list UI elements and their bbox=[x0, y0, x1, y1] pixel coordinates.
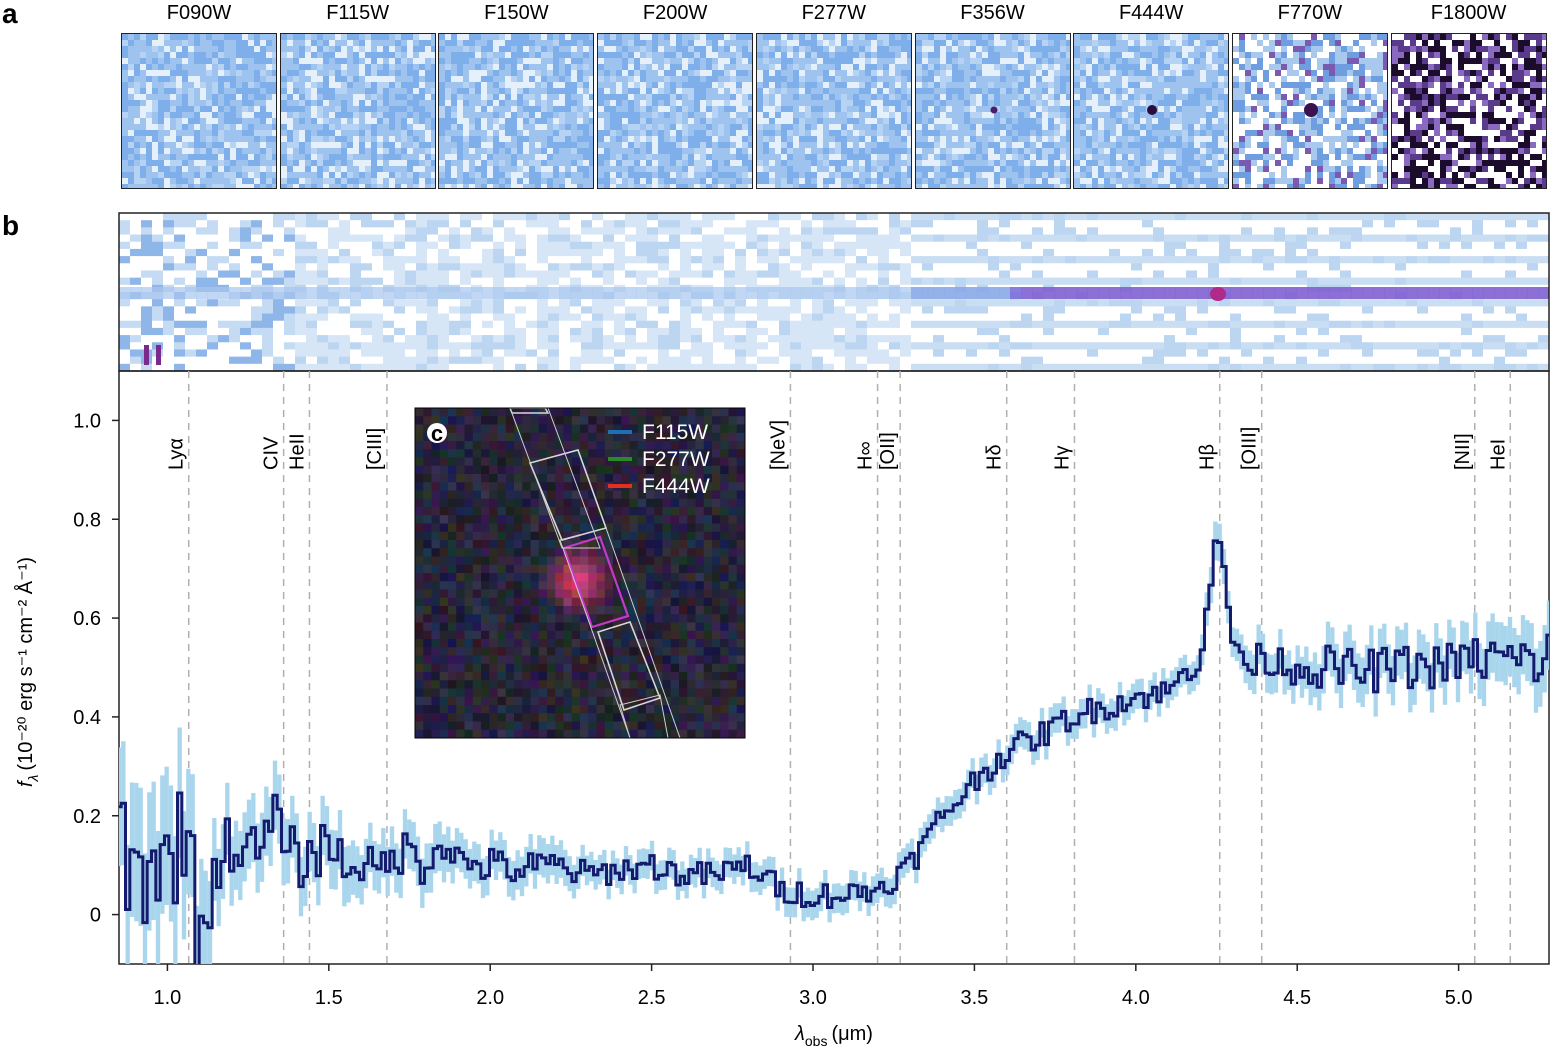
emission-line-label: Hβ bbox=[1197, 444, 1219, 470]
y-axis-label-unit: (10⁻²⁰ erg s⁻¹ cm⁻² Å⁻¹) bbox=[14, 557, 37, 771]
emission-line-label: [OII] bbox=[877, 432, 899, 470]
filter-label-f770w: F770W bbox=[1277, 2, 1343, 24]
filter-label-f444w: F444W bbox=[1118, 2, 1184, 24]
emission-line-label: [OIII] bbox=[1239, 427, 1261, 470]
emission-line-label: HeII bbox=[286, 433, 308, 470]
error-band-segment bbox=[207, 881, 213, 964]
x-tick-label: 1.0 bbox=[154, 987, 182, 1009]
thumbnail-f115w bbox=[279, 33, 436, 189]
y-axis-label-symbol: f bbox=[15, 779, 37, 787]
x-tick-label: 5.0 bbox=[1445, 987, 1473, 1009]
panel-c-letter-badge bbox=[427, 423, 447, 443]
emission-line-label: [CIII] bbox=[364, 428, 386, 470]
emission-line-label: Hγ bbox=[1051, 446, 1073, 470]
y-tick-label: 0.4 bbox=[73, 707, 101, 729]
thumbnail-f356w bbox=[914, 33, 1071, 189]
filter-label-f090w: F090W bbox=[166, 2, 232, 24]
thumbnail-f1800w bbox=[1390, 33, 1547, 189]
thumbnail-f150w bbox=[438, 33, 595, 189]
y-tick-label: 0.6 bbox=[73, 608, 101, 630]
error-band-segment bbox=[199, 858, 204, 964]
error-band-segment bbox=[173, 836, 178, 964]
emission-line-label: HeI bbox=[1487, 439, 1509, 470]
x-tick-label: 4.0 bbox=[1122, 987, 1150, 1009]
x-tick-label: 2.0 bbox=[476, 987, 504, 1009]
emission-line-label: [NII] bbox=[1452, 433, 1474, 470]
emission-line-label: Lyα bbox=[166, 438, 188, 470]
y-tick-label: 0 bbox=[90, 905, 101, 927]
y-tick-label: 0.2 bbox=[73, 806, 101, 828]
emission-line-label: [NeV] bbox=[767, 420, 789, 470]
filter-label-f115w: F115W bbox=[326, 2, 390, 24]
filter-label-f1800w: F1800W bbox=[1430, 2, 1507, 24]
x-tick-label: 3.0 bbox=[799, 987, 827, 1009]
emission-line-label: Hδ bbox=[984, 444, 1006, 470]
thumbnail-f770w bbox=[1231, 33, 1388, 189]
thumbnail-f444w bbox=[1073, 33, 1230, 189]
error-band-segment bbox=[125, 844, 130, 964]
one-d-spectrum-panel: Lyα CIV HeII [CIII] [NeV] H∞ [OII] Hδ Hγ Hβ [OIII]… bbox=[14, 370, 1550, 1049]
emission-line-label: H∞ bbox=[855, 441, 877, 470]
nirspec-slit-shutters bbox=[509, 408, 681, 738]
x-tick-label: 2.5 bbox=[638, 987, 666, 1009]
x-tick-label: 3.5 bbox=[961, 987, 989, 1009]
filter-label-f356w: F356W bbox=[960, 2, 1025, 24]
x-axis-label-symbol: λ bbox=[794, 1023, 805, 1045]
thumbnail-f277w bbox=[755, 33, 912, 189]
legend-label: F277W bbox=[642, 448, 710, 471]
filter-label-f150w: F150W bbox=[484, 2, 549, 24]
panel-b-letter: b bbox=[2, 210, 20, 241]
y-tick-label: 0.8 bbox=[73, 509, 101, 531]
emission-line-label: CIV bbox=[261, 436, 283, 470]
x-tick-label: 4.5 bbox=[1283, 987, 1311, 1009]
panel-a-letter: a bbox=[2, 0, 18, 29]
x-axis-label-unit: (μm) bbox=[831, 1023, 873, 1045]
error-band-segment bbox=[155, 830, 161, 964]
inset-legend: F115W F277W F444W bbox=[608, 421, 710, 498]
x-axis-label: λobs (μm) bbox=[794, 1023, 873, 1049]
y-axis-label: fλ (10⁻²⁰ erg s⁻¹ cm⁻² Å⁻¹) bbox=[14, 557, 41, 787]
spectrum-series-line bbox=[119, 539, 1549, 964]
thumbnail-f090w bbox=[121, 33, 277, 189]
error-band-segment bbox=[142, 853, 148, 964]
y-tick-label: 1.0 bbox=[73, 410, 101, 432]
error-band-segment bbox=[203, 870, 208, 964]
error-band-segment bbox=[194, 905, 200, 964]
panel-c-letter: c bbox=[431, 421, 443, 446]
filter-label-f200w: F200W bbox=[642, 2, 708, 24]
legend-label: F115W bbox=[642, 421, 708, 444]
filter-label-f277w: F277W bbox=[801, 2, 867, 24]
two-d-spectrum-panel bbox=[118, 212, 1550, 372]
legend-label: F444W bbox=[642, 475, 710, 498]
x-axis-label-subscript: obs bbox=[805, 1033, 828, 1049]
thumbnail-f200w bbox=[597, 33, 754, 189]
y-axis-label-subscript: λ bbox=[25, 774, 41, 782]
x-tick-label: 1.5 bbox=[315, 987, 343, 1009]
rgb-inset-panel: c F115W F277W F444W bbox=[414, 407, 746, 739]
